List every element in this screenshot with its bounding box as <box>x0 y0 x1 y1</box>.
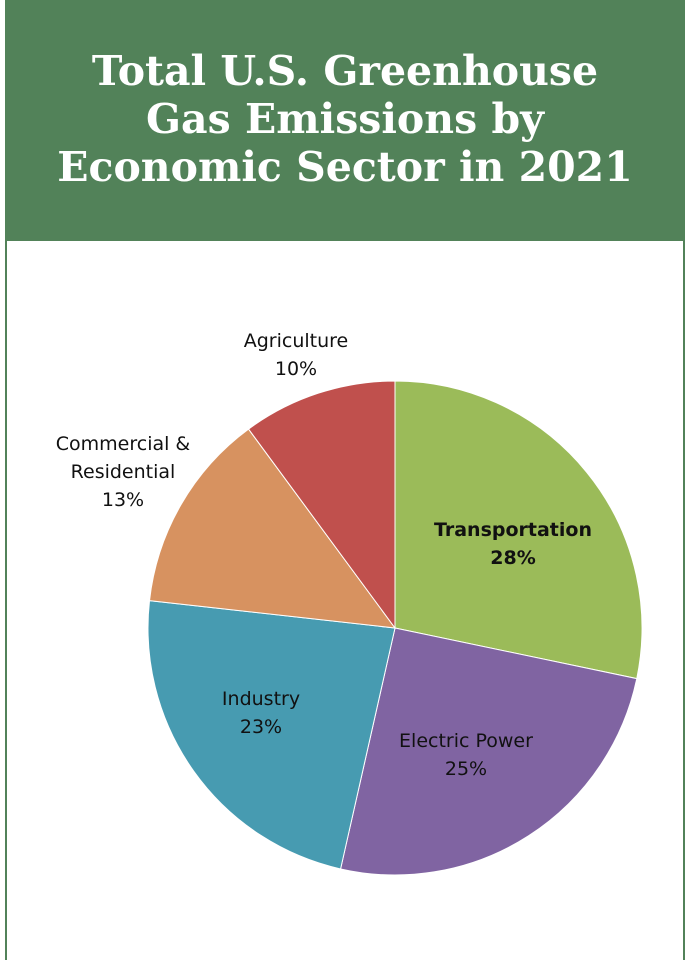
pie-slice-electric-power <box>339 627 638 876</box>
slice-label: Commercial & Residential 13% <box>56 433 191 511</box>
pie-slice-agriculture <box>247 380 396 630</box>
title-banner: Total U.S. Greenhouse Gas Emissions by E… <box>5 0 685 241</box>
slice-label: Industry 23% <box>222 688 300 738</box>
slice-label: Transportation 28% <box>434 519 592 569</box>
slice-label: Agriculture 10% <box>244 330 349 380</box>
pie-slice-industry <box>147 600 396 870</box>
slice-label: Electric Power 25% <box>399 730 533 780</box>
pie-slice-commercial-residential <box>148 428 397 629</box>
pie-slice-transportation <box>394 380 643 680</box>
chart-title: Total U.S. Greenhouse Gas Emissions by E… <box>57 46 633 191</box>
chart-frame <box>5 0 685 960</box>
